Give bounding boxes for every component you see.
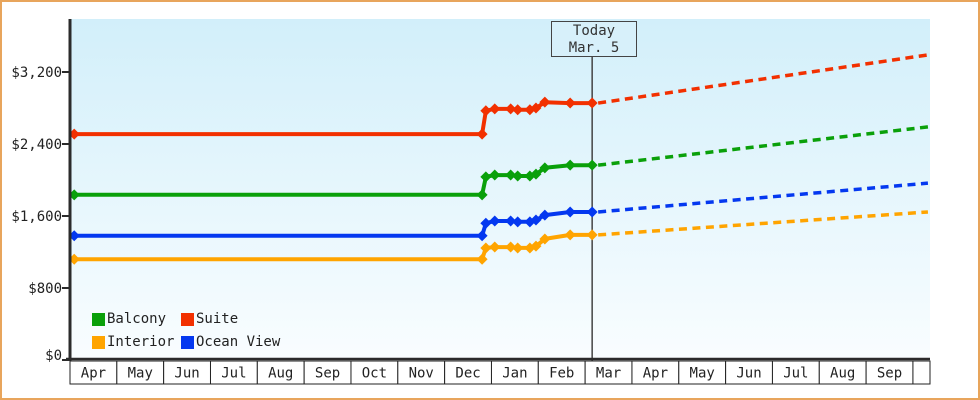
series-point-interior	[564, 229, 576, 241]
series-point-suite	[512, 104, 524, 116]
month-label: Dec	[455, 366, 480, 382]
series-point-balcony	[476, 189, 488, 201]
month-label: Nov	[409, 366, 434, 382]
series-point-balcony	[586, 159, 598, 171]
series-point-ocean-view	[476, 230, 488, 242]
series-point-interior	[480, 242, 492, 254]
series-point-interior	[586, 229, 598, 241]
suite-swatch-icon	[181, 312, 194, 326]
month-label: Sep	[877, 366, 902, 382]
plot-background	[71, 19, 930, 359]
series-point-suite	[539, 96, 551, 108]
series-point-interior	[476, 253, 488, 265]
series-point-suite	[505, 103, 517, 115]
legend-label-balcony: Balcony	[107, 311, 167, 327]
series-point-balcony	[512, 170, 524, 182]
legend-label-suite: Suite	[196, 311, 239, 327]
y-tick-label: $0	[45, 348, 62, 364]
month-label: Mar	[596, 366, 621, 382]
series-point-ocean-view	[480, 217, 492, 229]
month-label: Apr	[81, 366, 106, 382]
today-label: Today	[572, 23, 616, 39]
series-point-balcony	[505, 169, 517, 181]
series-point-suite	[586, 97, 598, 109]
y-tick-label: $3,200	[11, 65, 62, 81]
series-projection-interior	[598, 210, 929, 237]
series-projection-ocean-view	[598, 181, 929, 214]
y-tick-label: $800	[28, 281, 62, 297]
y-tick-label: $1,600	[11, 209, 62, 225]
today-date: Mar. 5	[568, 40, 620, 56]
month-label: May	[690, 366, 715, 382]
series-point-suite	[480, 105, 492, 117]
today-marker-box: Today Mar. 5	[551, 21, 637, 57]
series-point-interior	[512, 242, 524, 254]
series-point-interior	[489, 241, 501, 253]
legend-label-ocean-view: Ocean View	[196, 334, 281, 350]
series-point-ocean-view	[505, 215, 517, 227]
series-point-ocean-view	[530, 214, 542, 226]
series-point-suite	[564, 97, 576, 109]
month-label: Sep	[315, 366, 340, 382]
month-label: May	[128, 366, 153, 382]
legend-item-ocean-view: Ocean View	[181, 334, 280, 350]
series-point-ocean-view	[586, 206, 598, 218]
series-point-ocean-view	[539, 209, 551, 221]
series-point-balcony	[564, 159, 576, 171]
series-point-interior	[539, 233, 551, 245]
series-point-ocean-view	[564, 206, 576, 218]
legend-label-interior: Interior	[107, 334, 175, 350]
series-point-balcony	[489, 169, 501, 181]
month-label: Jan	[502, 366, 527, 382]
month-label: Feb	[549, 366, 574, 382]
series-projection-balcony	[597, 125, 929, 167]
interior-swatch-icon	[92, 335, 105, 349]
series-point-suite	[476, 128, 488, 140]
balcony-swatch-icon	[92, 312, 105, 326]
series-point-interior	[505, 241, 517, 253]
legend-item-interior: Interior	[92, 334, 181, 350]
month-label: Oct	[362, 366, 387, 382]
month-label: Jul	[783, 366, 808, 382]
month-label: Aug	[830, 366, 855, 382]
month-label: Aug	[268, 366, 293, 382]
month-label: Jul	[221, 366, 246, 382]
y-tick-label: $2,400	[11, 137, 62, 153]
month-label: Jun	[174, 366, 199, 382]
legend: Balcony Suite Interior Ocean View	[92, 311, 280, 350]
month-cell-empty	[912, 360, 931, 385]
series-point-suite	[530, 102, 542, 114]
series-point-ocean-view	[489, 215, 501, 227]
legend-item-balcony: Balcony	[92, 311, 181, 327]
series-point-balcony	[539, 162, 551, 174]
legend-item-suite: Suite	[181, 311, 280, 327]
series-point-interior	[530, 240, 542, 252]
series-projection-suite	[597, 53, 929, 105]
month-label: Jun	[736, 366, 761, 382]
series-point-suite	[489, 103, 501, 115]
series-point-balcony	[480, 171, 492, 183]
series-point-ocean-view	[512, 216, 524, 228]
month-label: Apr	[643, 366, 668, 382]
ocean-view-swatch-icon	[181, 335, 194, 349]
series-point-balcony	[530, 168, 542, 180]
